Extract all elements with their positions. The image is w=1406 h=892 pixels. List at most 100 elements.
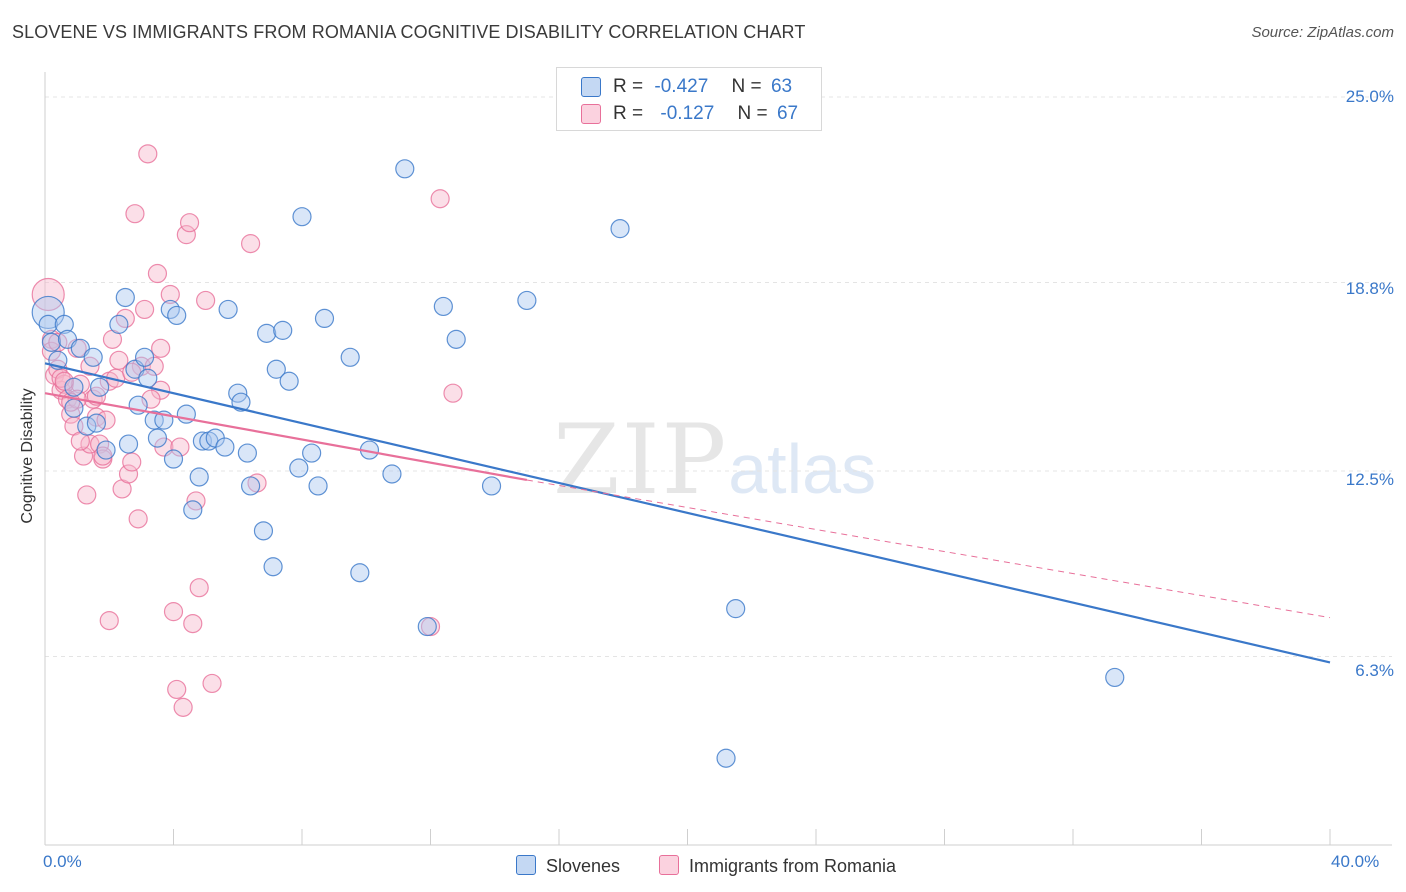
slovenes-point xyxy=(215,437,235,457)
slovenes-point xyxy=(253,521,274,541)
slovenes-point xyxy=(64,398,84,418)
romania-point xyxy=(31,277,65,312)
slovenes-point xyxy=(83,347,103,367)
slovenes-point xyxy=(218,299,238,320)
romania-point xyxy=(170,437,190,457)
bottom-legend-label: Immigrants from Romania xyxy=(689,856,897,876)
slovenes-point xyxy=(382,464,402,484)
trend-lines xyxy=(44,362,1331,664)
bottom-legend-label: Slovenes xyxy=(546,856,621,876)
slovenes-point xyxy=(302,443,322,463)
romania-point xyxy=(430,189,450,209)
source-label: Source: ZipAtlas.com xyxy=(1251,24,1394,41)
romania-point xyxy=(176,225,196,245)
slovenes-point xyxy=(115,287,135,308)
romania-point xyxy=(189,578,209,598)
bottom-legend-swatch-pink xyxy=(659,855,679,875)
slovenes-point xyxy=(266,359,286,379)
slovenes-point xyxy=(86,413,107,433)
legend-r-label: R = xyxy=(613,103,644,124)
legend-r-value: -0.427 xyxy=(654,76,709,97)
romania-point xyxy=(443,383,463,403)
slovenes-point xyxy=(167,305,187,326)
slovenes-point xyxy=(118,434,139,454)
slovenes-point xyxy=(189,467,209,487)
slovenes-point xyxy=(289,458,309,478)
romania-point xyxy=(122,452,142,472)
romania-point xyxy=(160,284,180,305)
slovenes-point xyxy=(726,599,746,619)
romania-point xyxy=(125,204,145,224)
romania-point xyxy=(241,234,261,254)
slovenes-point xyxy=(231,392,251,412)
romania-point xyxy=(54,371,74,391)
romania-point xyxy=(196,290,216,311)
slovenes-point xyxy=(292,207,312,227)
romania-point xyxy=(202,673,222,694)
legend-n-label: N = xyxy=(737,103,768,124)
slovenes-point xyxy=(263,557,283,577)
legend-n-value: 67 xyxy=(776,103,799,124)
romania-point xyxy=(77,485,97,505)
romania-point xyxy=(167,679,187,700)
romania-point xyxy=(73,446,94,466)
slovenes-point xyxy=(417,616,437,637)
slovenes-point xyxy=(610,219,630,239)
legend-swatch-blue xyxy=(581,77,601,97)
slovenes-point xyxy=(96,440,116,460)
legend-swatch-pink xyxy=(581,104,601,124)
romania-point xyxy=(163,602,184,622)
romania-point xyxy=(147,263,168,284)
bottom-legend-romania: Immigrants from Romania xyxy=(659,852,896,877)
slovenes-point xyxy=(395,159,415,179)
x-tick-label-min: 0.0% xyxy=(43,852,82,871)
slovenes-point xyxy=(279,371,299,391)
legend-row-slovenes: R = -0.427 N = 63 xyxy=(581,76,793,98)
slovenes-point xyxy=(163,449,184,469)
slovenes-point xyxy=(237,443,257,463)
slovenes-point xyxy=(340,347,360,367)
legend-r-value: -0.127 xyxy=(660,103,715,124)
slovenes-point xyxy=(273,320,293,340)
y-tick-label: 6.3% xyxy=(1355,661,1394,680)
y-tick-label: 25.0% xyxy=(1345,87,1394,106)
watermark: ZIPatlas xyxy=(553,404,876,516)
slovenes-point xyxy=(1105,667,1125,688)
slovenes-point xyxy=(109,314,129,334)
slovenes-point xyxy=(350,563,370,583)
romania-point xyxy=(173,697,193,717)
slovenes-point xyxy=(241,476,261,496)
slovenes-point xyxy=(147,428,168,448)
romania-point xyxy=(128,509,148,529)
series-slovenes xyxy=(31,159,1125,768)
y-tick-label: 18.8% xyxy=(1345,279,1394,298)
slovenes-point xyxy=(138,368,158,388)
slovenes-point xyxy=(257,323,277,343)
slovenes-point xyxy=(54,314,74,334)
romania-point xyxy=(138,144,158,164)
chart-title: SLOVENE VS IMMIGRANTS FROM ROMANIA COGNI… xyxy=(12,22,806,42)
slovenes-point xyxy=(90,377,110,397)
legend-n-value: 63 xyxy=(770,76,793,97)
slovenes-point xyxy=(183,500,203,520)
slovenes-point xyxy=(308,476,328,496)
slovenes-point xyxy=(517,290,537,311)
romania-point xyxy=(151,338,171,358)
slovenes-point xyxy=(134,347,155,367)
y-axis-label: Cognitive Disability xyxy=(19,388,36,524)
slovenes-point xyxy=(446,329,466,349)
slovenes-trendline xyxy=(44,362,1331,664)
bottom-legend-swatch-blue xyxy=(516,855,536,875)
legend-n-label: N = xyxy=(731,76,762,97)
slovenes-point xyxy=(433,296,453,317)
y-tick-label: 12.5% xyxy=(1345,470,1394,489)
legend-row-romania: R = -0.127 N = 67 xyxy=(581,103,799,125)
romania-point xyxy=(134,299,155,320)
bottom-legend-slovenes: Slovenes xyxy=(516,852,620,877)
slovenes-point xyxy=(716,748,736,768)
romania-trendline-extension xyxy=(526,479,1331,619)
slovenes-point xyxy=(64,377,84,397)
x-tick-label-max: 40.0% xyxy=(1331,852,1380,871)
grid-lines xyxy=(45,96,1392,658)
